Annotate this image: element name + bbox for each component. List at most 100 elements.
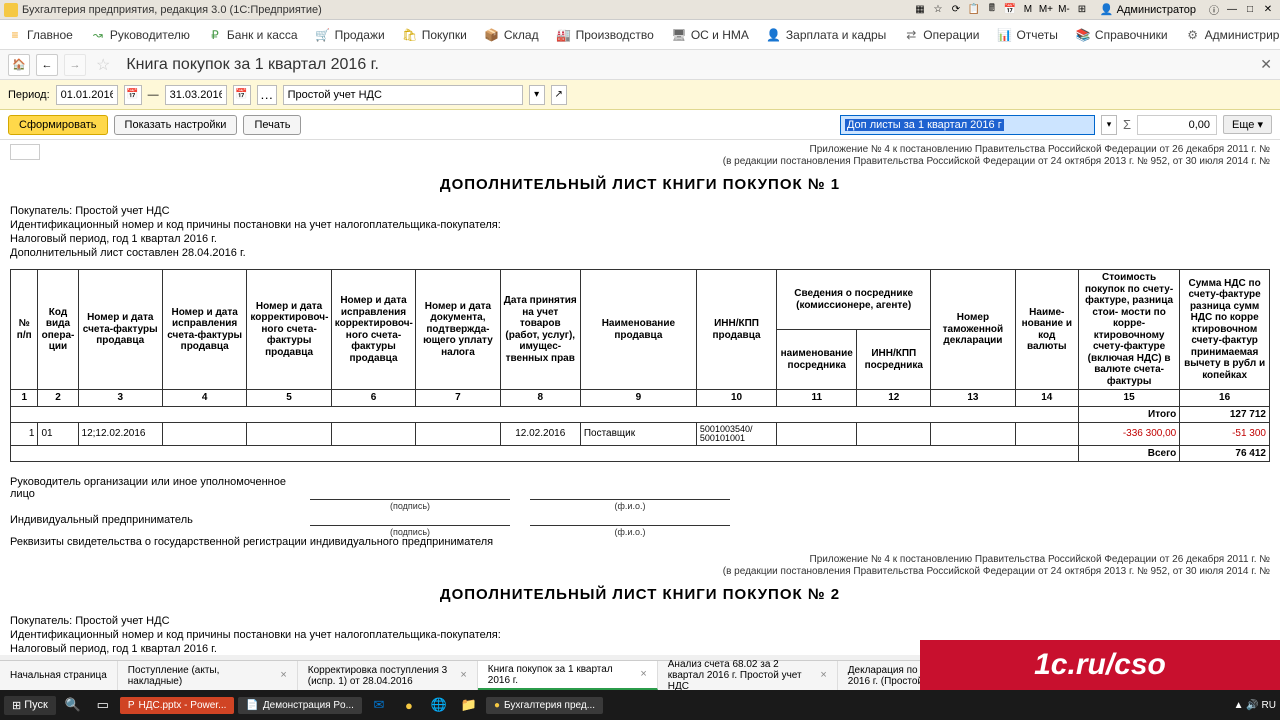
buyer-line-2: Покупатель: Простой учет НДС [10,615,1270,627]
forward-btn[interactable]: → [64,54,86,76]
sheet-combo[interactable]: Доп листы за 1 квартал 2016 г [840,115,1095,135]
purchase-table: № п/п Код вида опера- ции Номер и дата с… [10,269,1270,462]
sys-info-icon[interactable]: ⓘ [1206,3,1222,17]
col-num: 2 [38,390,78,407]
calendar-from-icon[interactable]: 📅 [124,85,142,105]
menu-admin[interactable]: ⚙Администрирование [1186,28,1280,42]
menu-sales[interactable]: 🛒Продажи [316,28,385,42]
form-button[interactable]: Сформировать [8,115,108,135]
col-num: 5 [247,390,331,407]
menu-director[interactable]: ↝Руководителю [91,28,190,42]
th-3: Номер и дата счета-фактуры продавца [78,270,162,390]
bottom-tab[interactable]: Анализ счета 68.02 за 2 квартал 2016 г. … [658,661,838,690]
tb-btn-7[interactable]: M [1020,3,1036,17]
search-task-icon[interactable]: 🔍 [60,693,86,717]
window-titlebar: Бухгалтерия предприятия, редакция 3.0 (1… [0,0,1280,20]
more-button[interactable]: Еще ▾ [1223,115,1272,134]
tab-close-icon[interactable]: × [820,669,826,681]
date-from-input[interactable] [56,85,118,105]
menu-operations[interactable]: ⇄Операции [904,28,979,42]
org-input[interactable] [283,85,523,105]
org-open-btn[interactable]: ↗ [551,85,567,105]
regulation-1: Приложение № 4 к постановлению Правитель… [10,144,1270,156]
main-menu: ≡Главное ↝Руководителю ₽Банк и касса 🛒Пр… [0,20,1280,50]
th-broker: Сведения о посреднике (комиссионере, аге… [777,270,931,330]
col-num: 1 [11,390,38,407]
menu-main[interactable]: ≡Главное [8,28,73,42]
fav-star-icon[interactable]: ☆ [96,55,110,75]
menu-salary[interactable]: 👤Зарплата и кадры [767,28,886,42]
tb-btn-6[interactable]: 📅 [1002,3,1018,17]
tb-btn-8[interactable]: M+ [1038,3,1054,17]
settings-button[interactable]: Показать настройки [114,115,238,135]
menu-purchases[interactable]: 🛍Покупки [403,28,467,42]
tb-btn-2[interactable]: ☆ [930,3,946,17]
user-label[interactable]: 👤 Администратор [1100,3,1196,16]
inn-line: Идентификационный номер и код причины по… [10,219,1270,231]
th-11: наименование посредника [777,330,857,390]
report-area[interactable]: Приложение № 4 к постановлению Правитель… [0,140,1280,655]
combo-dropdown-btn[interactable]: ▾ [1101,115,1117,135]
taskview-icon[interactable]: ▭ [90,693,116,717]
task-1c-app[interactable]: ●Бухгалтерия пред... [486,697,603,714]
menu-production[interactable]: 🏭Производство [557,28,654,42]
tab-close-icon[interactable]: × [280,669,286,681]
reports-icon: 📊 [997,28,1011,42]
tab-close-icon[interactable]: × [460,669,466,681]
factory-icon: 🏭 [557,28,571,42]
bottom-tab[interactable]: Корректировка поступления 3 (испр. 1) от… [298,661,478,690]
task-1c[interactable]: ● [396,693,422,717]
menu-bank[interactable]: ₽Банк и касса [208,28,298,42]
sigma-icon: Σ [1123,117,1131,132]
tb-btn-5[interactable]: 🖩 [984,3,1000,17]
back-btn[interactable]: ← [36,54,58,76]
maximize-btn[interactable]: □ [1242,3,1258,17]
menu-reports[interactable]: 📊Отчеты [997,28,1057,42]
filter-bar: Период: 📅 — 📅 … ▾ ↗ [0,80,1280,110]
page-close-btn[interactable]: ✕ [1260,56,1272,73]
tb-btn-1[interactable]: ▦ [912,3,928,17]
start-button[interactable]: ⊞ Пуск [4,696,56,715]
task-ppt[interactable]: PНДС.pptx - Power... [120,697,235,714]
bottom-tab[interactable]: Начальная страница [0,661,118,690]
bottom-tab[interactable]: Книга покупок за 1 квартал 2016 г.× [478,661,658,690]
taskbar: ⊞ Пуск 🔍 ▭ PНДС.pptx - Power... 📄Демонст… [0,690,1280,720]
page-title: Книга покупок за 1 квартал 2016 г. [126,56,379,74]
person-icon: 👤 [767,28,781,42]
sig-ip: Индивидуальный предприниматель [10,514,290,526]
vsego-label: Всего [1078,445,1179,461]
hamburger-icon: ≡ [8,28,22,42]
th-5: Номер и дата корректировоч- ного счета-ф… [247,270,331,390]
menu-warehouse[interactable]: 📦Склад [485,28,539,42]
tab-close-icon[interactable]: × [640,668,646,680]
tb-btn-4[interactable]: 📋 [966,3,982,17]
col-num: 12 [857,390,931,407]
print-button[interactable]: Печать [243,115,301,135]
close-btn[interactable]: ✕ [1260,3,1276,17]
period-picker-btn[interactable]: … [257,85,277,105]
home-btn[interactable]: 🏠 [8,54,30,76]
org-dd-btn[interactable]: ▾ [529,85,545,105]
tb-btn-3[interactable]: ⟳ [948,3,964,17]
date-to-input[interactable] [165,85,227,105]
system-tray[interactable]: ▲ 🔊 RU [1234,700,1276,711]
bottom-tab[interactable]: Поступление (акты, накладные)× [118,661,298,690]
books-icon: 📚 [1076,28,1090,42]
task-explorer[interactable]: 📁 [456,693,482,717]
th-15: Стоимость покупок по счету-фактуре, разн… [1078,270,1179,390]
col-num: 14 [1015,390,1078,407]
th-14: Наиме- нование и код валюты [1015,270,1078,390]
task-chrome[interactable]: 🌐 [426,693,452,717]
task-demo[interactable]: 📄Демонстрация Рo... [238,697,362,714]
report-corner [10,144,40,160]
tb-btn-10[interactable]: ⊞ [1074,3,1090,17]
task-outlook[interactable]: ✉ [366,693,392,717]
menu-os[interactable]: 🖥ОС и НМА [672,28,749,42]
minimize-btn[interactable]: — [1224,3,1240,17]
col-num: 6 [331,390,415,407]
tb-btn-9[interactable]: M- [1056,3,1072,17]
menu-catalogs[interactable]: 📚Справочники [1076,28,1168,42]
calendar-to-icon[interactable]: 📅 [233,85,251,105]
col-num: 3 [78,390,162,407]
bag-icon: 🛍 [403,28,417,42]
